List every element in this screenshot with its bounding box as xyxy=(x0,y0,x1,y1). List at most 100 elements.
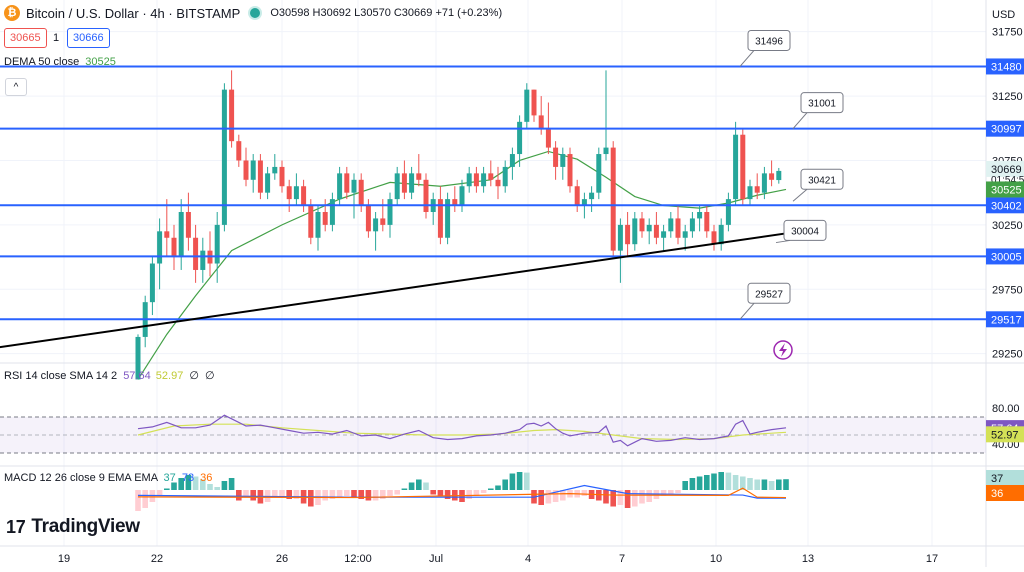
candle xyxy=(596,154,602,193)
macd-histogram-bar xyxy=(329,490,336,499)
callout-leader xyxy=(792,188,808,202)
candle xyxy=(473,173,479,187)
callout-value: 29527 xyxy=(755,289,783,300)
candle xyxy=(315,212,321,238)
candle xyxy=(481,173,487,187)
macd-histogram-bar xyxy=(761,479,768,490)
macd-histogram-bar xyxy=(488,488,494,490)
macd-histogram-bar xyxy=(560,490,566,501)
macd-histogram-bar xyxy=(293,490,300,499)
trendline xyxy=(0,230,801,349)
macd-histogram-bar xyxy=(718,472,724,490)
macd-histogram-bar xyxy=(768,481,775,490)
candle xyxy=(365,205,371,232)
price-tick-label: 31750 xyxy=(992,27,1023,39)
dema-legend[interactable]: DEMA 50 close 30525 xyxy=(4,56,116,68)
macd-histogram-bar xyxy=(437,490,444,496)
macd-histogram-bar xyxy=(502,479,508,490)
macd-histogram-bar xyxy=(394,490,400,495)
macd-histogram-bar xyxy=(581,490,588,496)
candle xyxy=(545,128,551,148)
candle xyxy=(149,263,155,303)
dema-axis-tag: 30525 xyxy=(991,184,1022,196)
candle xyxy=(401,173,407,193)
candle xyxy=(250,160,256,180)
buy-button[interactable]: 30666 xyxy=(67,28,110,48)
macd-histogram-bar xyxy=(156,490,163,496)
candle xyxy=(221,89,227,225)
callout-leader xyxy=(739,50,755,67)
level-axis-tag-box xyxy=(986,197,1024,214)
time-tick-label: 26 xyxy=(276,553,288,565)
macd-histogram-bar xyxy=(171,482,177,490)
candle xyxy=(639,218,645,232)
macd-histogram-bar xyxy=(243,490,249,498)
macd-histogram-bar xyxy=(178,478,184,490)
candle xyxy=(200,250,206,270)
candle xyxy=(495,179,501,187)
dema-legend-value: 30525 xyxy=(85,56,116,68)
currency-label: USD xyxy=(992,9,1015,21)
candle xyxy=(733,134,739,200)
price-tick-label: 31250 xyxy=(992,91,1023,103)
tradingview-logo[interactable]: 17 TradingView xyxy=(6,516,140,538)
candle xyxy=(459,186,465,206)
rsi-legend[interactable]: RSI 14 close SMA 14 2 57.64 52.97 ∅ ∅ xyxy=(4,369,215,382)
candle xyxy=(257,160,263,193)
horizontal-levels xyxy=(0,65,986,321)
time-tick-label: 19 xyxy=(58,553,70,565)
candle xyxy=(538,115,544,129)
collapse-legend-button[interactable]: ^ xyxy=(5,78,27,96)
ohlc-values: O30598 H30692 L30570 C30669 +71 (+0.23%) xyxy=(270,7,503,19)
callout-box xyxy=(783,219,827,241)
macd-histogram-bar xyxy=(696,476,703,490)
macd-legend-value: 37 xyxy=(163,472,176,484)
macd-histogram-bar xyxy=(682,481,688,490)
candle xyxy=(553,147,559,167)
level-axis-tag-box xyxy=(986,248,1024,265)
price-tick-label: 30250 xyxy=(992,220,1023,232)
candle xyxy=(265,173,271,193)
callout-box xyxy=(800,168,844,190)
tradingview-logo-text: TradingView xyxy=(31,516,140,537)
chevron-up-icon: ^ xyxy=(13,81,19,93)
macd-histogram-bar xyxy=(704,475,710,490)
macd-histogram-bar xyxy=(164,488,170,490)
macd-legend[interactable]: MACD 12 26 close 9 EMA EMA 37 73 36 xyxy=(4,472,212,484)
candle xyxy=(581,199,587,206)
macd-histogram-bar xyxy=(430,490,436,495)
candle xyxy=(502,166,508,187)
macd-histogram-bar xyxy=(603,490,609,504)
time-tick-label: 4 xyxy=(525,553,531,565)
rsi-line xyxy=(137,414,787,447)
price-tick-label: 29750 xyxy=(992,284,1023,296)
macd-histogram-bar xyxy=(214,487,220,490)
candle xyxy=(524,89,530,122)
callout-box xyxy=(800,92,844,114)
rsi-sma-axis-tag: 52.97 xyxy=(991,429,1019,441)
macd-histogram-bar xyxy=(228,478,235,490)
macd-histogram-bar xyxy=(207,484,213,490)
candle xyxy=(697,212,703,219)
candle xyxy=(301,186,307,206)
macd-histogram-bar xyxy=(495,485,501,490)
macd-histogram-bar xyxy=(747,478,753,490)
candle xyxy=(416,173,422,180)
candle xyxy=(373,218,379,232)
candle xyxy=(488,173,494,180)
axis-price-tags: 31480 30997 30402 30005 29517 3066901:54:5305… xyxy=(986,58,1024,501)
macd-histogram-bar xyxy=(192,476,199,490)
macd-histogram-bar xyxy=(221,481,228,490)
rsi-legend-extra2: ∅ xyxy=(205,370,215,382)
symbol-title[interactable]: Bitcoin / U.S. Dollar · 4h · BITSTAMP xyxy=(26,5,241,21)
level-callouts: 31496 31001 30421 30004 29527 xyxy=(739,29,844,320)
macd-histogram-bar xyxy=(408,482,415,490)
candle xyxy=(308,205,314,238)
level-axis-tag-box xyxy=(986,58,1024,75)
candle xyxy=(452,199,458,206)
sell-button[interactable]: 30665 xyxy=(4,28,47,48)
candle xyxy=(337,173,343,200)
candle xyxy=(747,186,753,200)
